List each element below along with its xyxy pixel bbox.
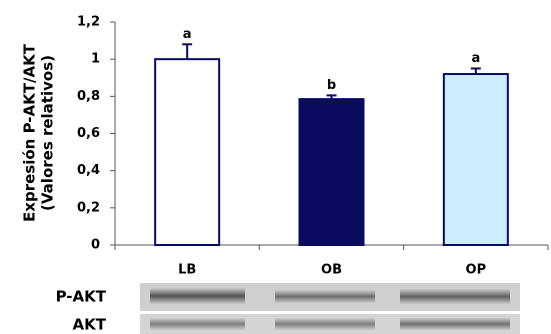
significance-letter: b [327, 78, 336, 93]
y-axis-title: Expresión P-AKT/AKT (Valores relativos) [21, 43, 57, 222]
error-bar [182, 44, 192, 59]
y-axis-title-line: (Valores relativos) [39, 55, 57, 211]
y-tick-label: 0,8 [77, 89, 100, 104]
blot-label: AKT [73, 316, 107, 334]
blot-band [275, 290, 375, 303]
bar [444, 74, 508, 245]
chart: P-AKT AKT Expresión P-AKT/AKT (Valores r… [0, 0, 551, 334]
y-axis-title-line: Expresión P-AKT/AKT [21, 43, 39, 222]
y-tick-label: 0,2 [77, 200, 100, 215]
significance-letter: a [471, 51, 480, 66]
significance-letter: a [183, 27, 192, 42]
y-tick-label: 1 [91, 52, 100, 67]
bar [155, 59, 219, 245]
x-tick-label: OP [466, 263, 487, 278]
blot-band [275, 318, 375, 330]
bar [300, 99, 364, 245]
blot [140, 283, 520, 334]
blot-band [150, 318, 245, 330]
x-tick-label: LB [178, 263, 196, 278]
blot-band [400, 318, 510, 330]
y-tick-label: 0 [91, 238, 100, 253]
x-tick-label: OB [321, 263, 342, 278]
y-tick-label: 0,6 [77, 126, 100, 141]
y-tick-label: 0,4 [77, 163, 100, 178]
blot-band [400, 289, 510, 304]
y-tick-label: 1,2 [77, 15, 100, 30]
blot-band [150, 288, 245, 304]
blot-label: P-AKT [56, 288, 107, 306]
